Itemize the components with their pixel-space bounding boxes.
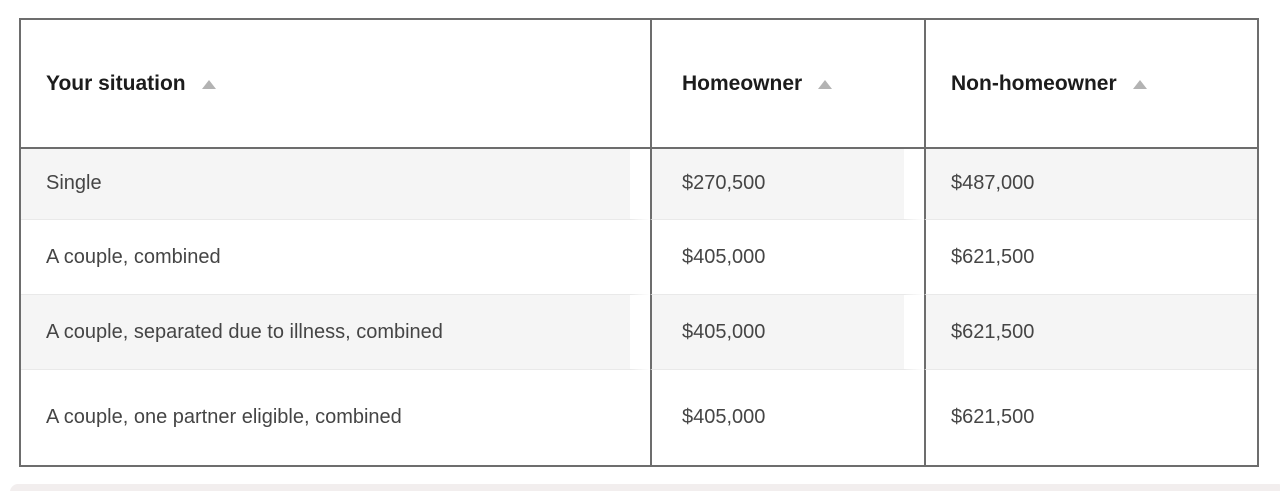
situation-cell: A couple, combined (21, 219, 650, 294)
table-row: A couple, one partner eligible, combined… (21, 369, 1257, 465)
homeowner-value-cell: $405,000 (650, 219, 924, 294)
header-row: Your situation Homeowner Non-homeowner (21, 20, 1257, 147)
sort-ascending-icon[interactable] (1132, 79, 1147, 89)
situation-cell: Single (21, 147, 650, 219)
homeowner-value-cell: $405,000 (650, 294, 924, 369)
homeowner-value-cell: $405,000 (650, 369, 924, 465)
next-section-panel-edge (10, 484, 1280, 491)
header-divider (21, 147, 1257, 149)
situation-cell: A couple, one partner eligible, combined (21, 369, 650, 465)
column-header-your-situation[interactable]: Your situation (21, 20, 650, 147)
homeowner-value-cell: $270,500 (650, 147, 924, 219)
table-row: A couple, separated due to illness, comb… (21, 294, 1257, 369)
non-homeowner-value-cell: $621,500 (924, 369, 1257, 465)
table-row: Single $270,500 $487,000 (21, 147, 1257, 219)
column-header-label: Your situation (46, 71, 186, 95)
non-homeowner-value-cell: $621,500 (924, 219, 1257, 294)
column-header-non-homeowner[interactable]: Non-homeowner (924, 20, 1257, 147)
data-table-container: Your situation Homeowner Non-homeowner S… (19, 18, 1259, 467)
column-header-homeowner[interactable]: Homeowner (650, 20, 924, 147)
assets-test-limits-table: Your situation Homeowner Non-homeowner S… (21, 20, 1257, 465)
non-homeowner-value-cell: $487,000 (924, 147, 1257, 219)
column-header-label: Non-homeowner (951, 71, 1117, 95)
column-header-label: Homeowner (682, 71, 803, 95)
sort-ascending-icon[interactable] (201, 79, 216, 89)
sort-ascending-icon[interactable] (818, 79, 833, 89)
table-row: A couple, combined $405,000 $621,500 (21, 219, 1257, 294)
non-homeowner-value-cell: $621,500 (924, 294, 1257, 369)
situation-cell: A couple, separated due to illness, comb… (21, 294, 650, 369)
